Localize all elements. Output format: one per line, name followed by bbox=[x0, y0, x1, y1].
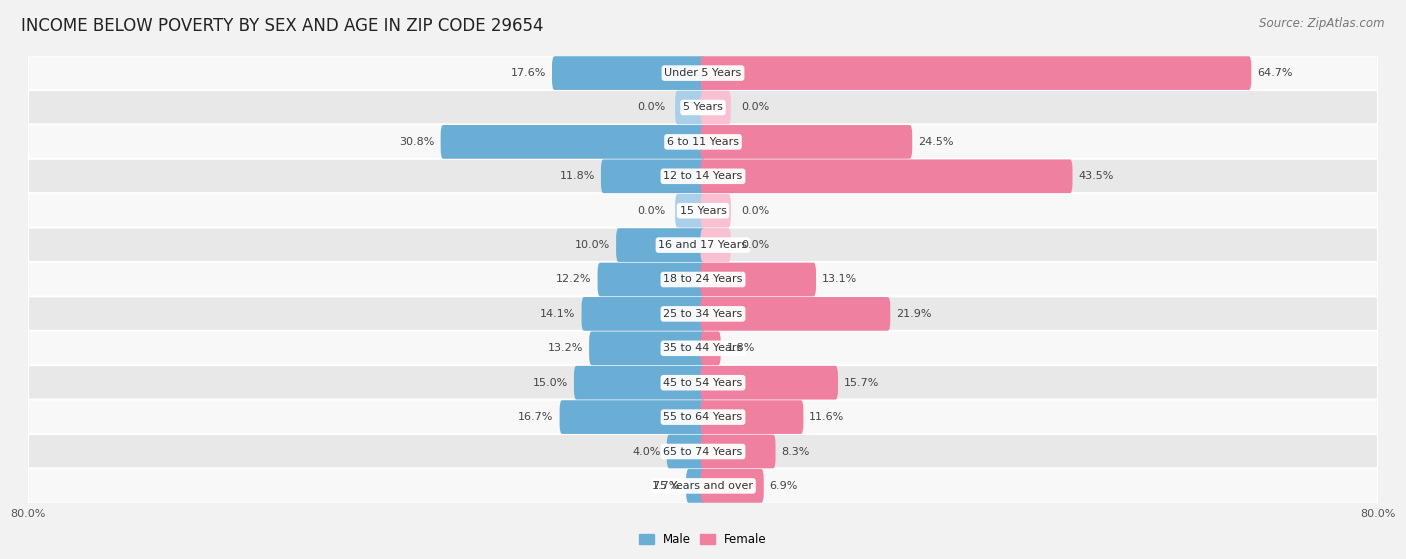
FancyBboxPatch shape bbox=[28, 193, 1378, 228]
FancyBboxPatch shape bbox=[28, 296, 1378, 331]
Text: Source: ZipAtlas.com: Source: ZipAtlas.com bbox=[1260, 17, 1385, 30]
Text: 18 to 24 Years: 18 to 24 Years bbox=[664, 274, 742, 285]
Text: 12 to 14 Years: 12 to 14 Years bbox=[664, 171, 742, 181]
Text: 30.8%: 30.8% bbox=[399, 137, 434, 147]
Text: 16.7%: 16.7% bbox=[519, 412, 554, 422]
FancyBboxPatch shape bbox=[589, 331, 706, 365]
Text: 43.5%: 43.5% bbox=[1078, 171, 1114, 181]
Text: 25 to 34 Years: 25 to 34 Years bbox=[664, 309, 742, 319]
Text: 14.1%: 14.1% bbox=[540, 309, 575, 319]
FancyBboxPatch shape bbox=[700, 159, 1073, 193]
Text: 10.0%: 10.0% bbox=[575, 240, 610, 250]
FancyBboxPatch shape bbox=[574, 366, 706, 400]
FancyBboxPatch shape bbox=[700, 297, 890, 331]
Text: 15.0%: 15.0% bbox=[533, 378, 568, 388]
FancyBboxPatch shape bbox=[700, 56, 1251, 90]
FancyBboxPatch shape bbox=[686, 469, 706, 503]
FancyBboxPatch shape bbox=[700, 400, 803, 434]
Text: 0.0%: 0.0% bbox=[741, 240, 769, 250]
FancyBboxPatch shape bbox=[675, 194, 706, 228]
FancyBboxPatch shape bbox=[28, 434, 1378, 469]
Text: 1.7%: 1.7% bbox=[652, 481, 681, 491]
Text: 17.6%: 17.6% bbox=[510, 68, 546, 78]
FancyBboxPatch shape bbox=[598, 263, 706, 296]
FancyBboxPatch shape bbox=[616, 228, 706, 262]
Text: Under 5 Years: Under 5 Years bbox=[665, 68, 741, 78]
FancyBboxPatch shape bbox=[560, 400, 706, 434]
Text: 0.0%: 0.0% bbox=[637, 102, 665, 112]
FancyBboxPatch shape bbox=[700, 366, 838, 400]
FancyBboxPatch shape bbox=[28, 228, 1378, 263]
Text: 15.7%: 15.7% bbox=[844, 378, 879, 388]
Text: 16 and 17 Years: 16 and 17 Years bbox=[658, 240, 748, 250]
FancyBboxPatch shape bbox=[440, 125, 706, 159]
FancyBboxPatch shape bbox=[600, 159, 706, 193]
FancyBboxPatch shape bbox=[700, 469, 763, 503]
Text: 15 Years: 15 Years bbox=[679, 206, 727, 216]
Text: 1.8%: 1.8% bbox=[727, 343, 755, 353]
Text: 64.7%: 64.7% bbox=[1257, 68, 1292, 78]
Text: 11.8%: 11.8% bbox=[560, 171, 595, 181]
FancyBboxPatch shape bbox=[28, 331, 1378, 366]
FancyBboxPatch shape bbox=[28, 400, 1378, 435]
Text: 13.2%: 13.2% bbox=[548, 343, 583, 353]
FancyBboxPatch shape bbox=[666, 435, 706, 468]
FancyBboxPatch shape bbox=[700, 435, 776, 468]
Text: 12.2%: 12.2% bbox=[557, 274, 592, 285]
Text: 5 Years: 5 Years bbox=[683, 102, 723, 112]
Text: 35 to 44 Years: 35 to 44 Years bbox=[664, 343, 742, 353]
Text: 6.9%: 6.9% bbox=[769, 481, 799, 491]
FancyBboxPatch shape bbox=[700, 228, 731, 262]
FancyBboxPatch shape bbox=[28, 90, 1378, 125]
Text: 11.6%: 11.6% bbox=[810, 412, 845, 422]
FancyBboxPatch shape bbox=[28, 262, 1378, 297]
FancyBboxPatch shape bbox=[700, 194, 731, 228]
FancyBboxPatch shape bbox=[675, 91, 706, 124]
FancyBboxPatch shape bbox=[28, 468, 1378, 504]
FancyBboxPatch shape bbox=[28, 55, 1378, 91]
Text: 65 to 74 Years: 65 to 74 Years bbox=[664, 447, 742, 457]
Legend: Male, Female: Male, Female bbox=[634, 528, 772, 551]
Text: 8.3%: 8.3% bbox=[782, 447, 810, 457]
FancyBboxPatch shape bbox=[700, 331, 721, 365]
Text: 45 to 54 Years: 45 to 54 Years bbox=[664, 378, 742, 388]
Text: 6 to 11 Years: 6 to 11 Years bbox=[666, 137, 740, 147]
FancyBboxPatch shape bbox=[700, 125, 912, 159]
Text: 4.0%: 4.0% bbox=[633, 447, 661, 457]
Text: 0.0%: 0.0% bbox=[741, 206, 769, 216]
Text: 21.9%: 21.9% bbox=[896, 309, 932, 319]
FancyBboxPatch shape bbox=[28, 365, 1378, 400]
Text: 0.0%: 0.0% bbox=[741, 102, 769, 112]
FancyBboxPatch shape bbox=[28, 124, 1378, 159]
FancyBboxPatch shape bbox=[582, 297, 706, 331]
Text: INCOME BELOW POVERTY BY SEX AND AGE IN ZIP CODE 29654: INCOME BELOW POVERTY BY SEX AND AGE IN Z… bbox=[21, 17, 544, 35]
FancyBboxPatch shape bbox=[700, 263, 815, 296]
FancyBboxPatch shape bbox=[553, 56, 706, 90]
Text: 75 Years and over: 75 Years and over bbox=[652, 481, 754, 491]
Text: 0.0%: 0.0% bbox=[637, 206, 665, 216]
Text: 55 to 64 Years: 55 to 64 Years bbox=[664, 412, 742, 422]
Text: 24.5%: 24.5% bbox=[918, 137, 953, 147]
Text: 13.1%: 13.1% bbox=[823, 274, 858, 285]
FancyBboxPatch shape bbox=[28, 159, 1378, 194]
FancyBboxPatch shape bbox=[700, 91, 731, 124]
